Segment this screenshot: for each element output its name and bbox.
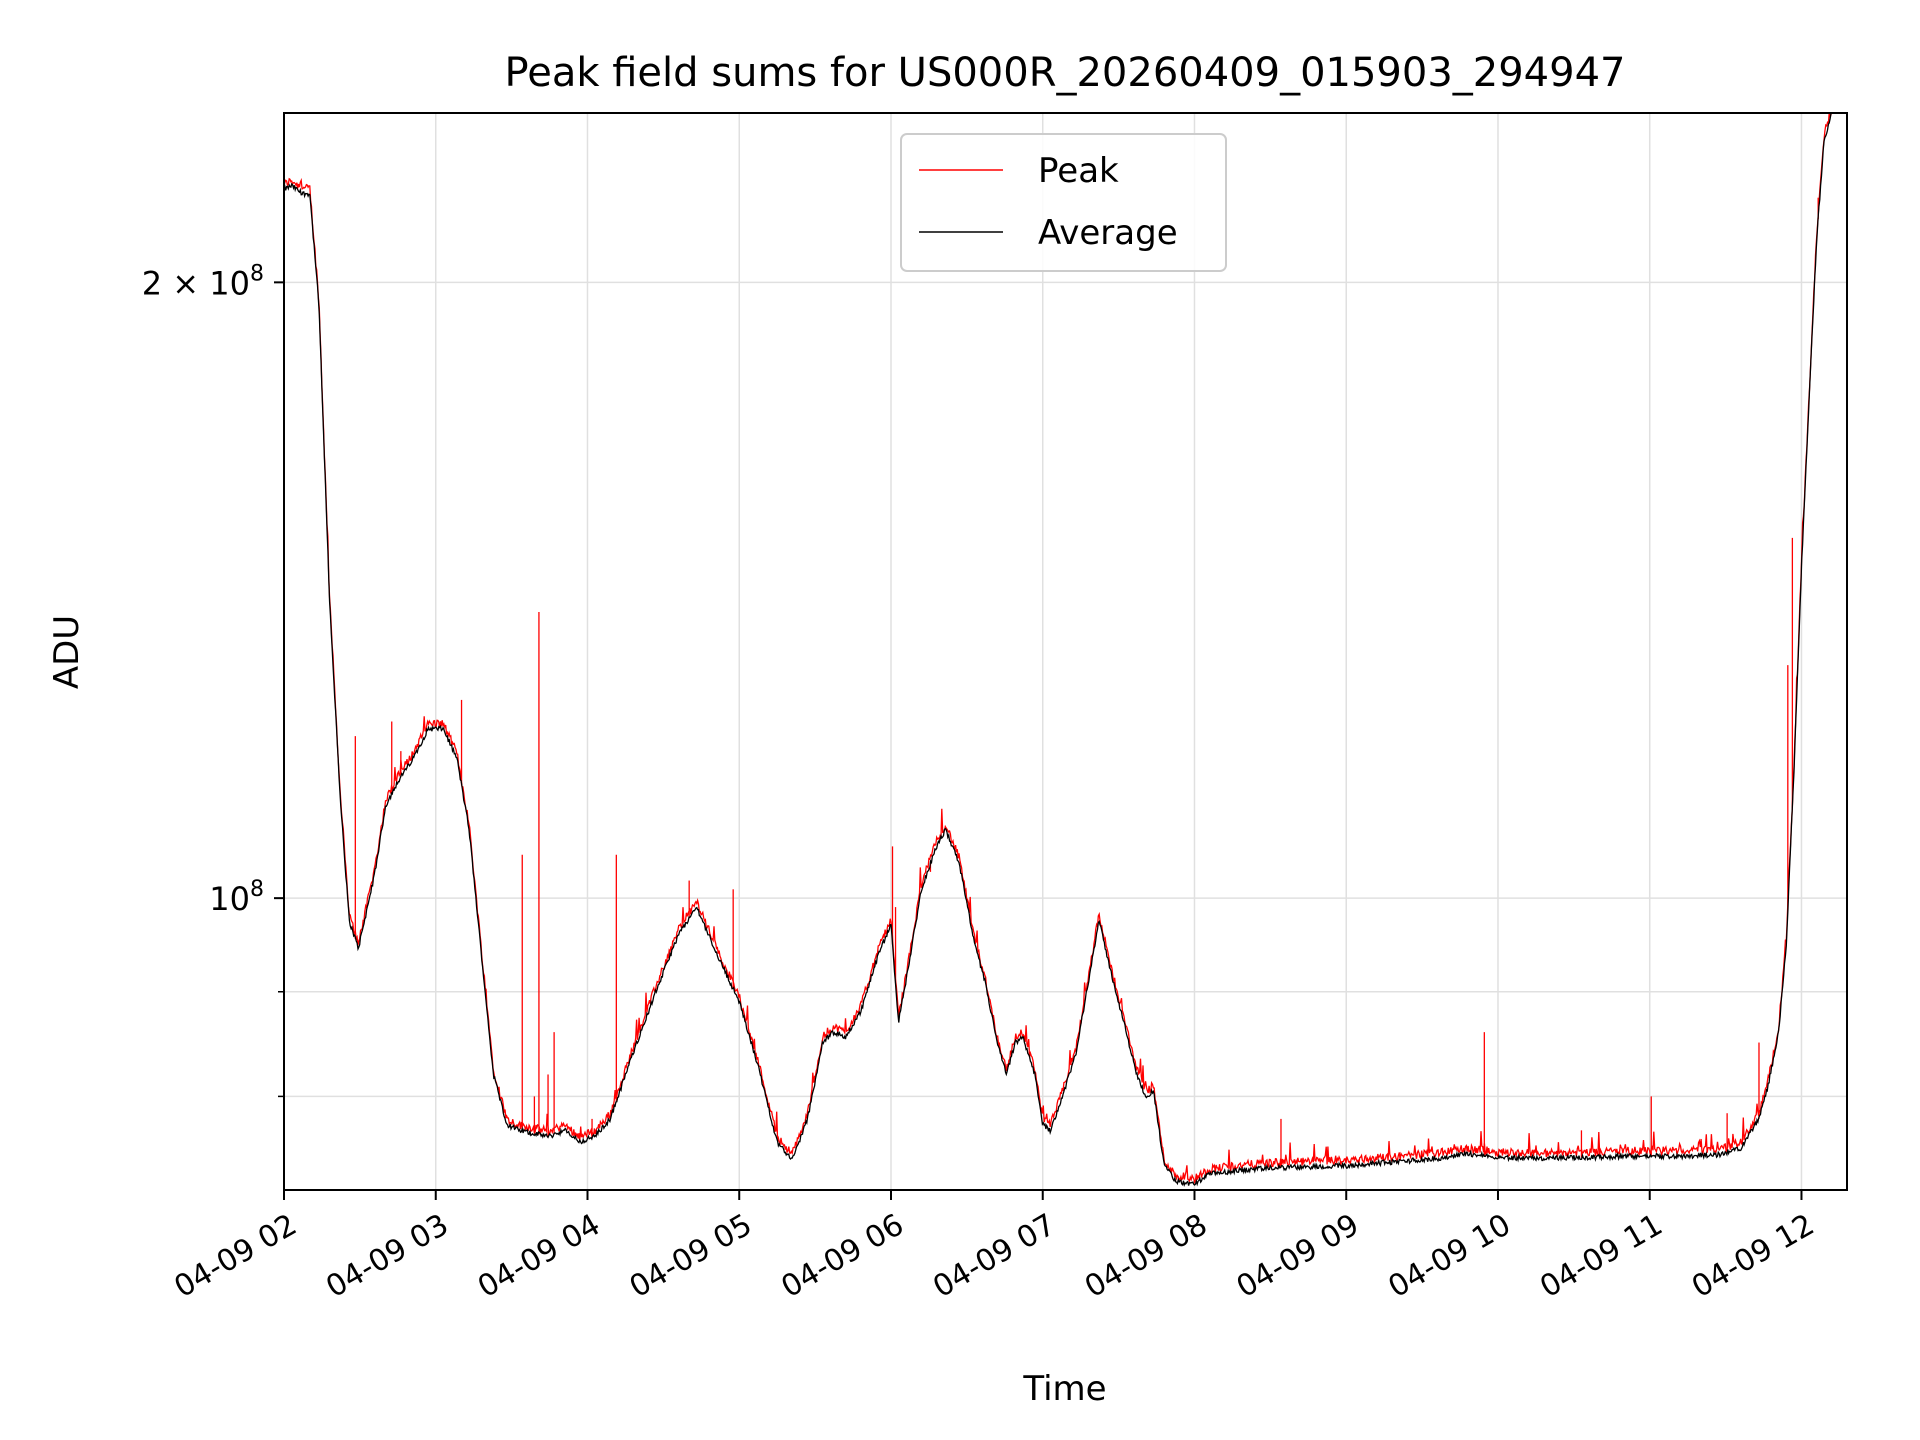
series-average-line [283, 112, 1833, 1187]
y-tick-label: 108 [209, 877, 264, 918]
axes-frame [283, 112, 1848, 1191]
series-peak-line [283, 112, 1833, 1185]
grid [283, 113, 1847, 1190]
y-tick-label: 2 × 108 [142, 261, 264, 302]
legend-box [900, 133, 1227, 272]
legend: Peak Average [900, 133, 1227, 272]
plot-area [283, 112, 1833, 1187]
y-axis-label: ADU [47, 615, 87, 689]
x-axis-label: Time [1022, 1369, 1106, 1409]
legend-average-label: Average [1038, 213, 1178, 253]
legend-peak-label: Peak [1038, 151, 1119, 191]
chart-title: Peak field sums for US000R_20260409_0159… [505, 50, 1626, 96]
